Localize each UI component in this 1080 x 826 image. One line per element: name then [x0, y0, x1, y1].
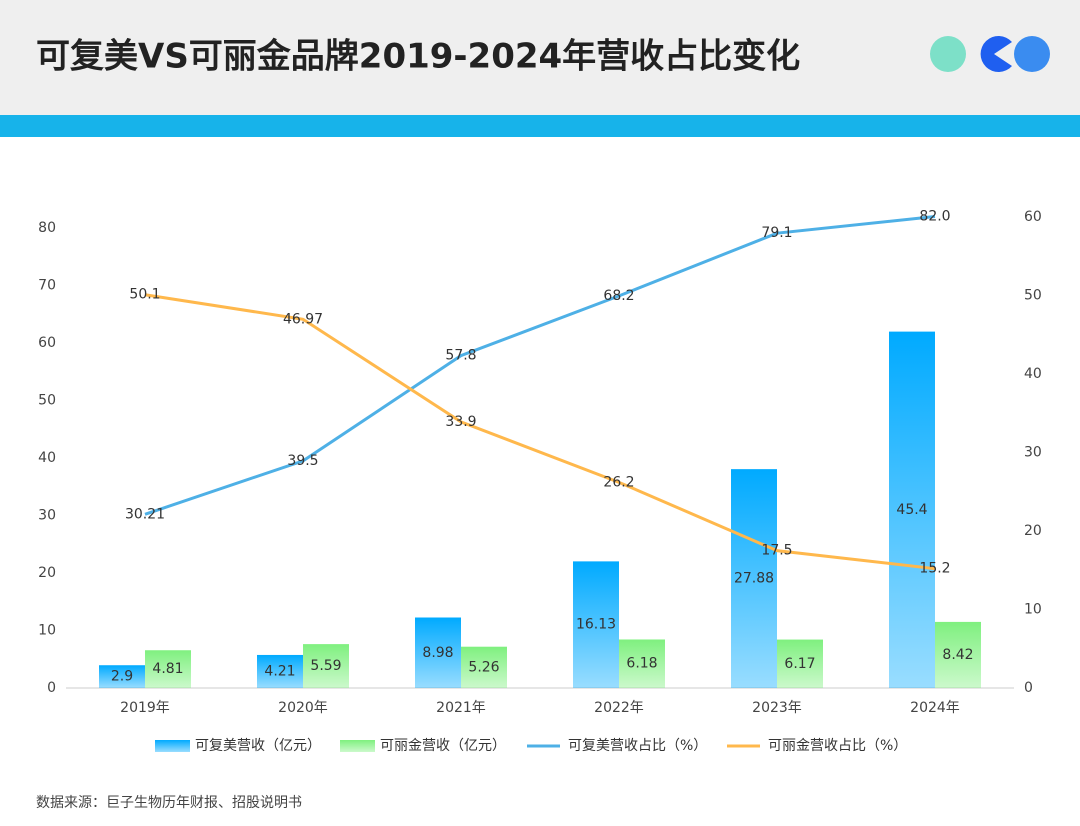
value-label: 8.98 — [422, 645, 453, 661]
legend-label: 可复美营收（亿元） — [195, 737, 321, 754]
y2-tick-label: 50 — [1024, 288, 1042, 304]
value-label: 2.9 — [111, 669, 133, 685]
legend-swatch — [340, 740, 375, 752]
y-tick-label: 20 — [38, 565, 56, 581]
header-band — [0, 115, 1080, 137]
x-tick-label: 2023年 — [752, 700, 802, 716]
y-tick-label: 80 — [38, 220, 56, 236]
y2-tick-label: 60 — [1024, 209, 1042, 225]
logo — [930, 35, 1050, 73]
line — [144, 215, 936, 516]
legend-label: 可复美营收占比（%） — [568, 737, 707, 754]
value-label: 4.81 — [152, 661, 183, 677]
source: 数据来源：巨子生物历年财报、招股说明书 — [36, 795, 302, 811]
value-label: 68.2 — [603, 288, 634, 304]
y-tick-label: 70 — [38, 278, 56, 294]
value-label: 27.88 — [734, 571, 774, 587]
value-label: 30.21 — [125, 506, 165, 522]
bar — [889, 331, 935, 688]
bar — [731, 469, 777, 688]
value-label: 16.13 — [576, 617, 616, 633]
line — [144, 293, 936, 571]
value-label: 17.5 — [761, 543, 792, 559]
x-tick-label: 2022年 — [594, 700, 644, 716]
bar — [573, 561, 619, 688]
value-label: 45.4 — [896, 502, 927, 518]
x-tick-label: 2019年 — [120, 700, 170, 716]
value-label: 79.1 — [761, 225, 792, 241]
y-tick-label: 60 — [38, 335, 56, 351]
y2-tick-label: 40 — [1024, 366, 1042, 382]
value-label: 33.9 — [445, 414, 476, 430]
value-label: 39.5 — [287, 453, 318, 469]
value-label: 57.8 — [445, 348, 476, 364]
y-tick-label: 10 — [38, 623, 56, 639]
y-tick-label: 50 — [38, 393, 56, 409]
value-label: 4.21 — [264, 663, 295, 679]
header-bg — [0, 0, 1080, 115]
x-tick-label: 2020年 — [278, 700, 328, 716]
value-label: 46.97 — [283, 311, 323, 327]
legend-label: 可丽金营收占比（%） — [768, 738, 907, 754]
y-tick-label: 40 — [38, 450, 56, 466]
y2-tick-label: 30 — [1024, 445, 1042, 461]
bar — [303, 644, 349, 688]
value-label: 6.18 — [626, 656, 657, 672]
y-tick-label: 30 — [38, 508, 56, 524]
bar — [461, 646, 507, 688]
legend-label: 可丽金营收（亿元） — [380, 738, 506, 754]
bar — [935, 621, 981, 688]
value-label: 6.17 — [784, 656, 815, 672]
value-label: 5.26 — [468, 659, 499, 675]
x-tick-label: 2024年 — [910, 700, 960, 716]
value-label: 5.59 — [310, 658, 341, 674]
legend-swatch — [155, 740, 190, 752]
y2-tick-label: 0 — [1024, 680, 1033, 696]
value-label: 26.2 — [603, 474, 634, 490]
bar — [257, 654, 303, 688]
value-label: 82.0 — [919, 209, 950, 225]
y2-tick-label: 10 — [1024, 602, 1042, 618]
x-tick-label: 2021年 — [436, 700, 486, 716]
value-label: 50.1 — [129, 287, 160, 303]
bar — [777, 639, 823, 688]
value-label: 15.2 — [919, 561, 950, 577]
value-label: 8.42 — [942, 647, 973, 663]
y-tick-label: 0 — [47, 680, 56, 696]
bar — [145, 650, 191, 688]
chart-title: 可复美VS可丽金品牌2019-2024年营收占比变化 — [36, 37, 800, 77]
bar — [99, 665, 145, 688]
y2-tick-label: 20 — [1024, 523, 1042, 539]
bar — [619, 639, 665, 688]
bar — [415, 617, 461, 688]
